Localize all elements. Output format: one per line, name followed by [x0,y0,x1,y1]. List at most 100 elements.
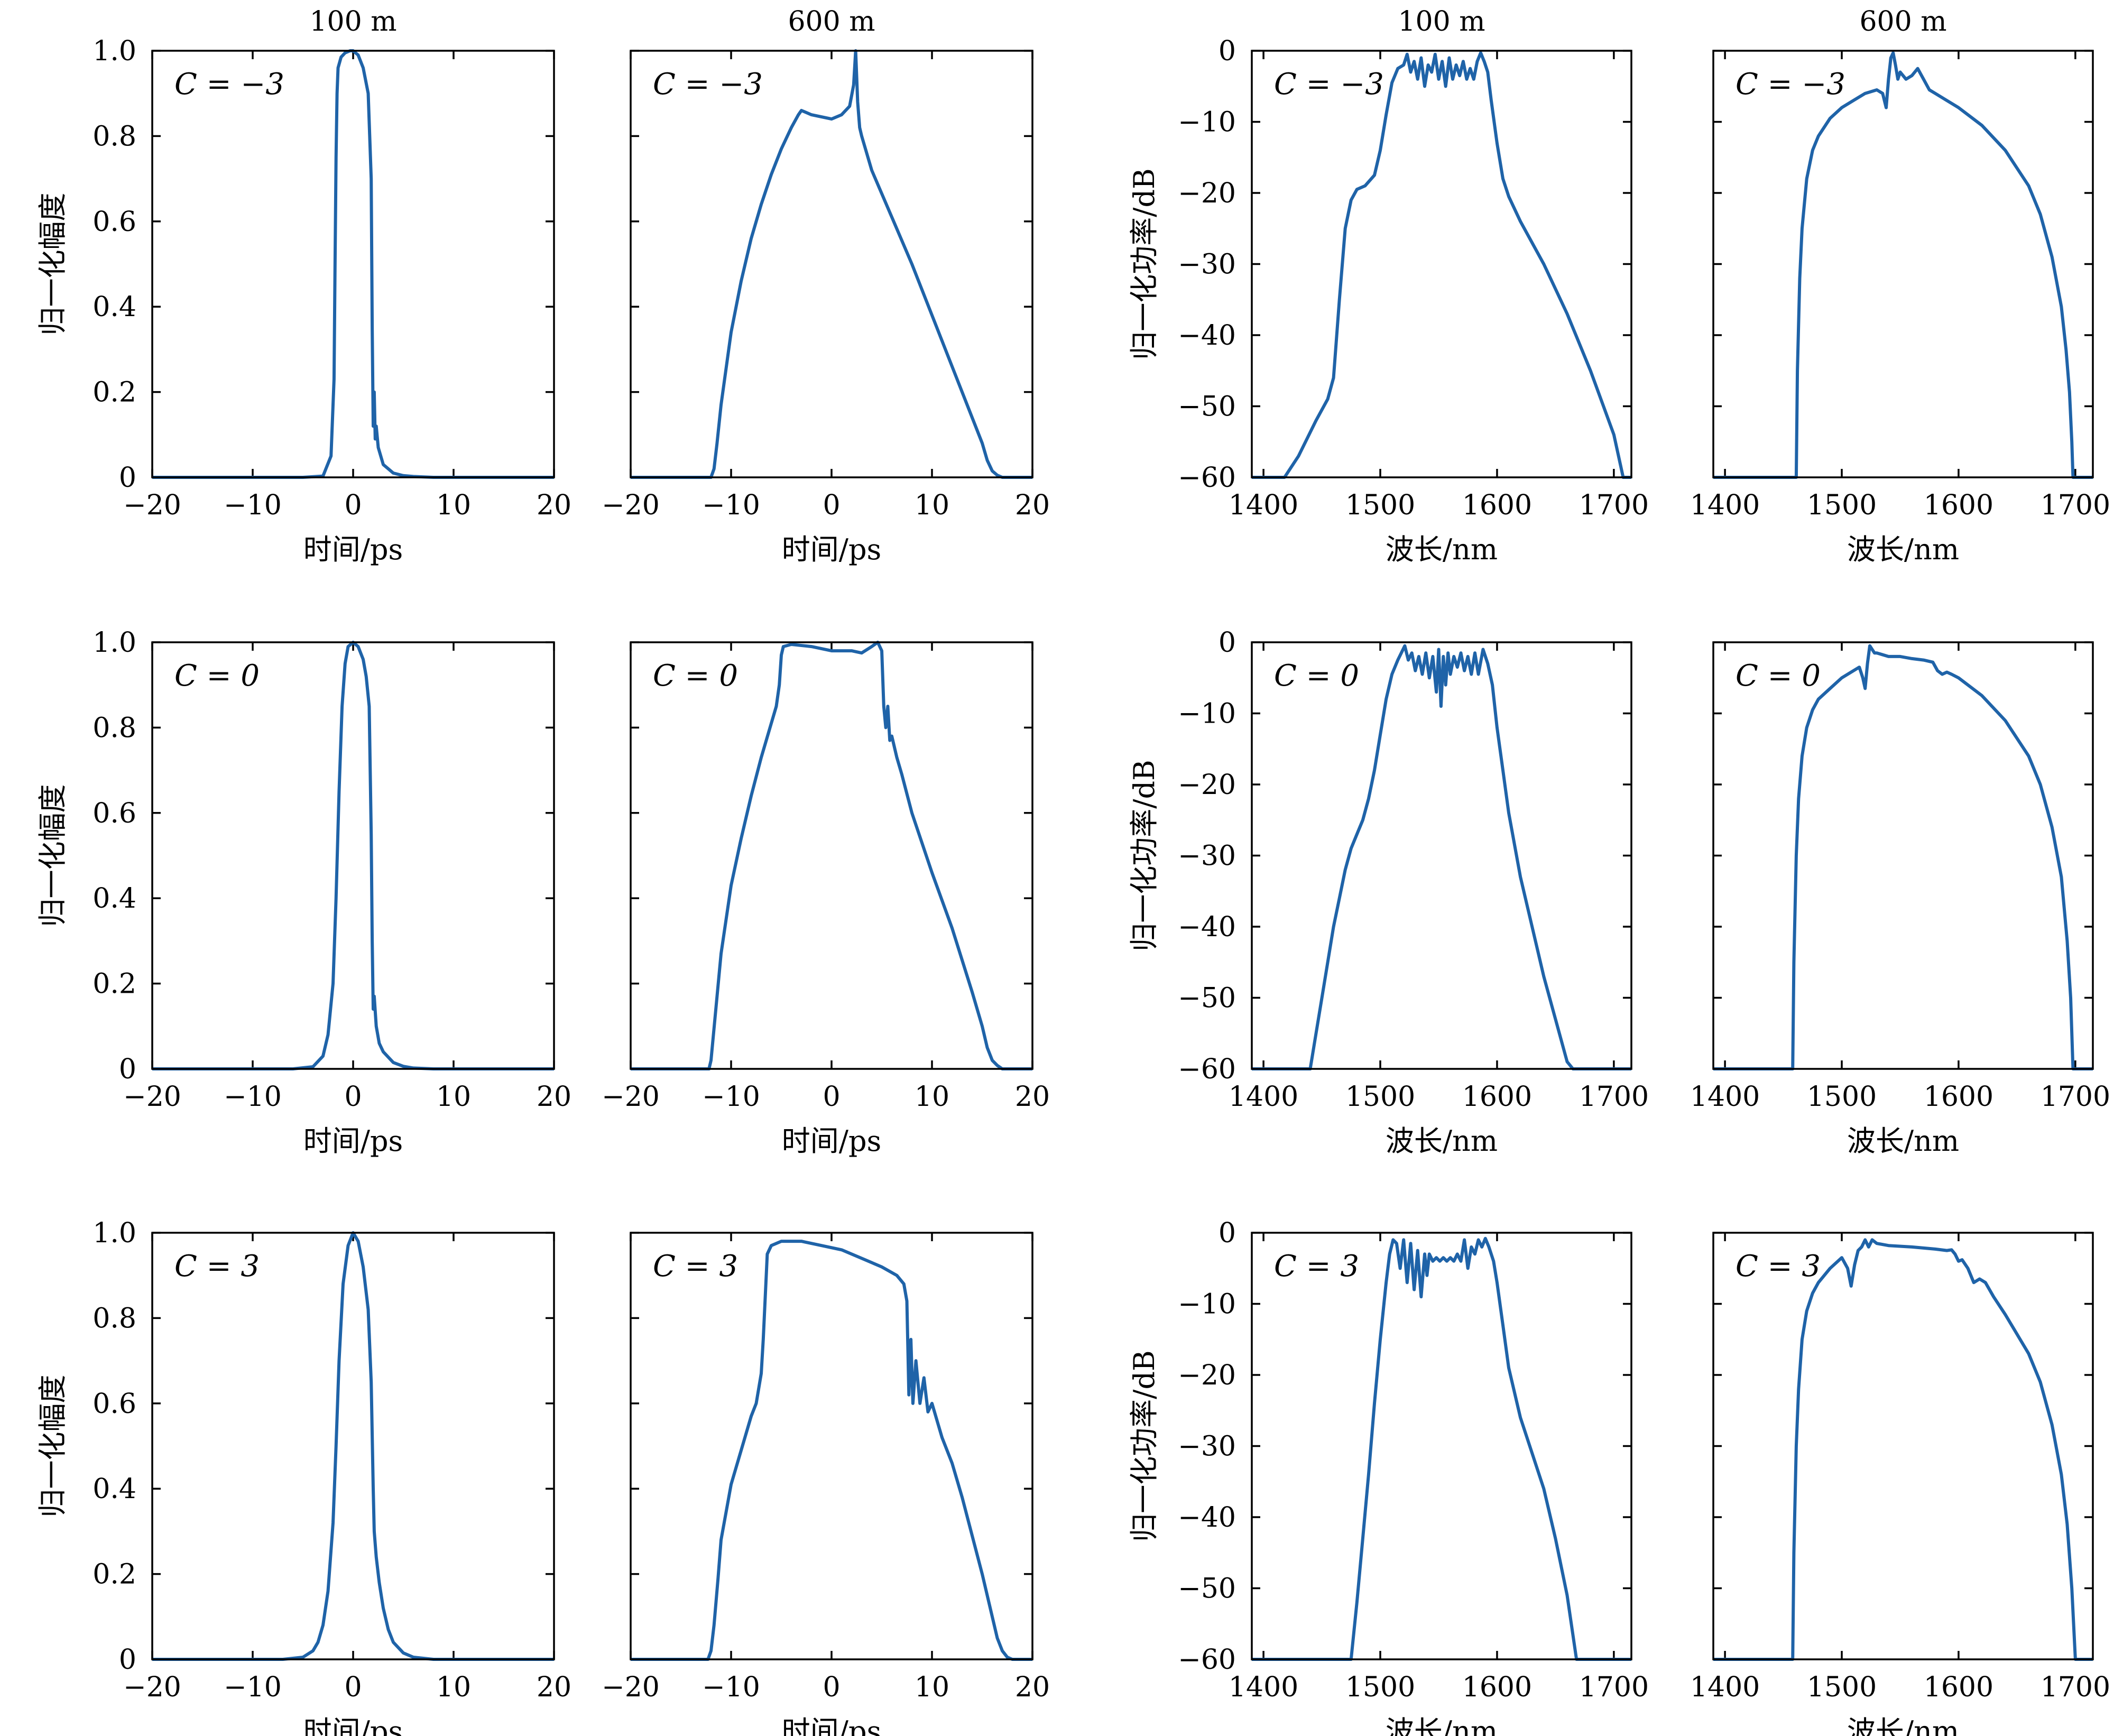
y-tick-label: −30 [1178,249,1236,281]
x-axis-label: 波长/nm [1386,1124,1498,1158]
y-tick-label: 0.8 [93,1303,136,1334]
x-tick-label: 1500 [1345,1081,1415,1113]
series-line [1252,1236,1631,1661]
series-line [631,641,1032,1070]
x-axis-label: 时间/ps [303,1715,403,1736]
plot-frame [1712,50,2094,478]
x-tick-label: −20 [123,490,181,521]
x-tick-label: 1500 [1345,490,1415,521]
x-axis-label: 波长/nm [1386,1715,1498,1736]
x-axis-label: 时间/ps [303,1124,403,1158]
plot-frame [151,641,555,1070]
y-tick-label: 0 [1219,627,1236,659]
y-tick-label: 0 [119,1644,136,1676]
x-tick-label: 1600 [1924,490,1993,521]
panel-s-100-cn3: 1400 1500 1600 1700 −60 −50 −40 −30 −20 −10 0 C = −… [1128,35,1649,566]
panel-t-600-c0: −20 −10 0 10 20 C = 0 时间/ps [602,641,1050,1158]
panels: −20 −10 0 10 20 0 0.2 0.4 0.6 0.8 1.0 C = −3 时间/ps 归一… [36,35,2110,1736]
col-title-4: 600 m [1859,6,1946,38]
x-tick-label: −20 [602,490,660,521]
x-tick-label: 1600 [1462,1081,1532,1113]
series-line [152,49,554,479]
y-tick-label: −60 [1178,462,1236,494]
column-titles: 100 m 600 m 100 m 600 m [309,6,1946,38]
x-tick-label: −10 [224,490,282,521]
col-title-3: 100 m [1398,6,1485,38]
x-tick-label: 1500 [1807,1672,1877,1703]
panel-t-100-c3: −20 −10 0 10 20 0 0.2 0.4 0.6 0.8 1.0 C = 3 时间/ps 归一化… [36,1217,571,1736]
x-tick-label: 20 [1015,1672,1050,1703]
series-line [1713,51,2093,479]
panel-t-600-cn3: −20 −10 0 10 20 C = −3 时间/ps [602,49,1050,566]
series-line [1713,644,2093,1070]
x-tick-label: −20 [602,1081,660,1113]
y-tick-label: 0.8 [93,121,136,152]
x-tick-label: −10 [224,1081,282,1113]
y-tick-label: −30 [1178,841,1236,872]
y-tick-label: 0.2 [93,377,136,409]
x-tick-label: 1500 [1807,1081,1877,1113]
panel-s-600-c3: 1400 1500 1600 1700 C = 3 波长/nm [1690,1232,2110,1736]
panel-s-100-c0: 1400 1500 1600 1700 −60 −50 −40 −30 −20 −10 0 C = 0… [1128,627,1649,1158]
plot-frame [1251,50,1632,478]
x-tick-label: 0 [344,1672,362,1703]
panel-t-100-cn3: −20 −10 0 10 20 0 0.2 0.4 0.6 0.8 1.0 C = −3 时间/ps 归一… [36,35,571,566]
y-axis-label: 归一化幅度 [36,1375,69,1518]
y-tick-label: 0.2 [93,968,136,1000]
x-tick-label: 20 [1015,490,1050,521]
x-axis-label: 波长/nm [1847,1715,1959,1736]
y-axis-label: 归一化功率/dB [1128,1350,1161,1541]
y-tick-label: 0.4 [93,291,136,323]
y-tick-label: 1.0 [93,35,136,67]
y-tick-label: 0 [1219,35,1236,67]
x-tick-label: 0 [823,1081,840,1113]
x-tick-label: 10 [436,1672,471,1703]
panel-annotation: C = −3 [1736,67,1845,101]
y-axis-label: 归一化幅度 [36,193,69,336]
plot-frame [151,1232,555,1660]
x-tick-label: −10 [224,1672,282,1703]
x-tick-label: 10 [915,1672,949,1703]
x-tick-label: 1400 [1229,1672,1298,1703]
y-tick-label: −50 [1178,983,1236,1014]
series-line [152,1231,554,1661]
y-tick-label: 0.6 [93,206,136,238]
panel-s-100-c3: 1400 1500 1600 1700 −60 −50 −40 −30 −20 −10 0 C = 3… [1128,1217,1649,1736]
x-tick-label: 1400 [1690,1672,1760,1703]
x-tick-label: 1600 [1462,490,1532,521]
y-tick-label: −20 [1178,769,1236,801]
x-tick-label: 10 [915,1081,949,1113]
y-tick-label: −30 [1178,1431,1236,1463]
plot-frame [1251,641,1632,1070]
series-line [1713,1238,2093,1661]
x-tick-label: 20 [537,1672,571,1703]
series-line [1252,644,1631,1070]
x-tick-label: 1700 [2041,1672,2110,1703]
x-axis-label: 波长/nm [1847,1124,1959,1158]
panel-annotation: C = 0 [174,659,260,693]
x-tick-label: 1700 [2041,1081,2110,1113]
x-tick-label: 1400 [1690,1081,1760,1113]
y-tick-label: 0.2 [93,1559,136,1591]
x-tick-label: 1700 [1579,1672,1649,1703]
panel-annotation: C = 3 [1736,1249,1821,1283]
x-tick-label: 1700 [1579,490,1649,521]
y-tick-label: −40 [1178,911,1236,943]
x-tick-label: 1700 [2041,490,2110,521]
x-axis-label: 波长/nm [1847,533,1959,566]
y-tick-label: −60 [1178,1644,1236,1676]
x-axis-label: 时间/ps [782,1124,881,1158]
x-tick-label: 1500 [1807,490,1877,521]
x-tick-label: 10 [436,490,471,521]
y-tick-label: 0 [119,1054,136,1085]
x-tick-label: 20 [537,1081,571,1113]
y-tick-label: −60 [1178,1054,1236,1085]
x-tick-label: 1600 [1924,1081,1993,1113]
x-tick-label: 1600 [1924,1672,1993,1703]
series-line [631,49,1032,479]
x-axis-label: 时间/ps [782,1715,881,1736]
col-title-1: 100 m [309,6,396,38]
x-tick-label: 1600 [1462,1672,1532,1703]
panel-annotation: C = −3 [174,67,284,101]
x-tick-label: 1500 [1345,1672,1415,1703]
